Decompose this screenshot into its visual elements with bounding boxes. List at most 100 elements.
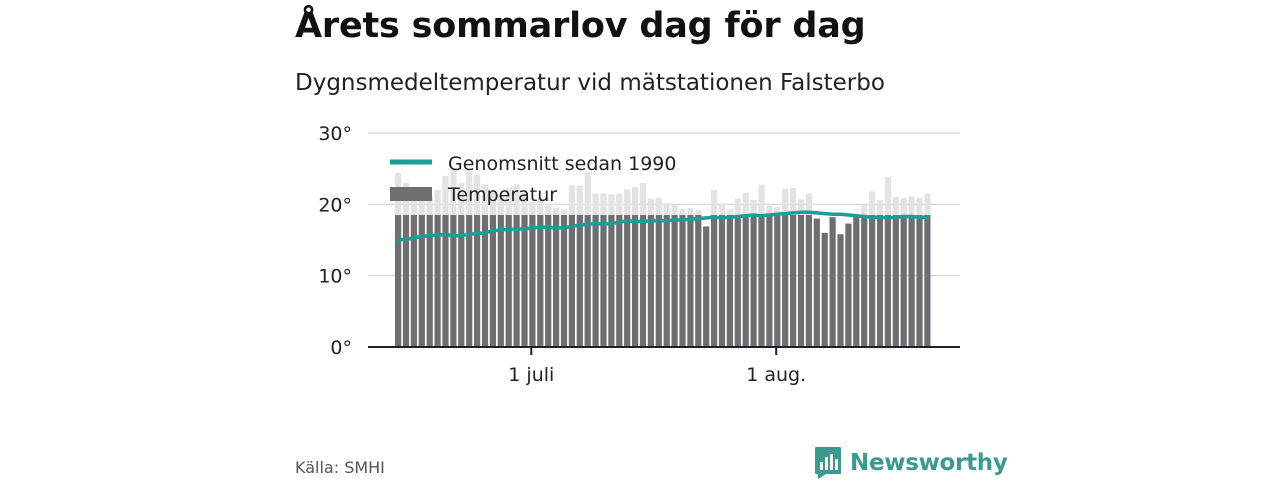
legend-bar-swatch [390, 187, 432, 201]
temperature-bar [553, 215, 560, 347]
temperature-bar-top [774, 207, 781, 216]
temperature-bar-top [521, 192, 528, 216]
temperature-bar-top [782, 188, 789, 216]
temperature-bar [845, 223, 852, 347]
temperature-bar-top [726, 209, 733, 216]
brand-logo[interactable]: Newsworthy [814, 446, 1008, 480]
chart-subtitle: Dygnsmedeltemperatur vid mätstationen Fa… [295, 70, 885, 96]
y-tick-label: 20° [318, 194, 352, 216]
temperature-bar [529, 215, 536, 347]
temperature-bar [450, 215, 457, 347]
temperature-bar [908, 215, 915, 347]
temperature-bar-top [442, 175, 449, 216]
temperature-bar [892, 215, 899, 347]
temperature-bar [418, 215, 425, 347]
temperature-bar [837, 234, 844, 347]
temperature-bar [576, 215, 583, 347]
y-tick-label: 10° [318, 266, 352, 288]
temperature-bar [861, 215, 868, 347]
temperature-bar [474, 215, 481, 347]
temperature-bar [537, 215, 544, 347]
temperature-bar-top [426, 197, 433, 216]
newsworthy-icon [815, 447, 841, 479]
temperature-bar-top [505, 187, 512, 216]
y-tick-label: 30° [318, 123, 352, 145]
temperature-bar-top [553, 207, 560, 216]
temperature-bar [750, 215, 757, 347]
temperature-bar-top [805, 193, 812, 216]
temperature-bar-top [742, 192, 749, 216]
temperature-bar-top [916, 197, 923, 216]
temperature-bar-top [608, 194, 615, 216]
temperature-bar [726, 215, 733, 347]
temperature-bar-top [513, 184, 520, 216]
temperature-bar-top [592, 193, 599, 216]
temperature-bar-top [655, 197, 662, 216]
temperature-bar [853, 216, 860, 347]
temperature-bar [797, 215, 805, 347]
temperature-bar [466, 215, 473, 347]
temperature-bar-top [671, 205, 678, 216]
temperature-bar [758, 215, 765, 347]
temperature-bar-top [474, 174, 481, 216]
temperature-bar [774, 215, 781, 347]
temperature-bar-top [695, 210, 702, 216]
temperature-bar [481, 215, 489, 347]
temperature-bar [703, 226, 710, 347]
temperature-bar-top [892, 197, 899, 216]
temperature-bar [655, 215, 662, 347]
temperature-bar [805, 215, 812, 347]
legend: Genomsnitt sedan 1990 Temperatur [390, 153, 676, 206]
temperature-bar [742, 215, 749, 347]
temperature-bar [458, 215, 465, 347]
temperature-bar-top [734, 198, 741, 216]
temperature-bar [790, 215, 797, 347]
temperature-bar-top [410, 190, 417, 216]
temperature-bar-top [718, 204, 726, 216]
temperature-bar [584, 215, 591, 347]
temperature-bar [639, 215, 647, 347]
temperature-bar [521, 215, 528, 347]
temperature-bar [402, 215, 410, 347]
temperature-bar [513, 215, 520, 347]
temperature-bar-top [418, 193, 425, 216]
average-line [396, 210, 930, 242]
temperature-bar-top [758, 184, 765, 216]
temperature-bar [695, 215, 702, 347]
y-tick-label: 0° [330, 337, 352, 359]
temperature-bar-top [876, 200, 884, 216]
temperature-bar [624, 215, 631, 347]
temperature-chart: 0° 10° 20° 30° 1 juli 1 aug. Genomsnitt seda… [318, 123, 960, 386]
temperature-bar [410, 215, 417, 347]
temperature-bar [884, 215, 891, 347]
temperature-bar [813, 218, 820, 347]
temperature-bar-top [861, 205, 868, 216]
temperature-bar [560, 215, 568, 347]
brand-name: Newsworthy [850, 450, 1008, 476]
temperature-bar [900, 215, 907, 347]
temperature-bar-top [450, 169, 457, 216]
temperature-bar-top [908, 196, 915, 216]
temperature-bar [766, 215, 773, 347]
temperature-bar [663, 215, 670, 347]
temperature-bar [592, 215, 599, 347]
x-tick-label: 1 aug. [746, 364, 806, 386]
temperature-bar-top [576, 185, 583, 216]
temperature-bar [600, 215, 607, 347]
temperature-bar [869, 215, 876, 347]
temperature-bar-top [869, 191, 876, 216]
temperature-bar-top [616, 193, 623, 216]
temperature-bar [916, 215, 923, 347]
temperature-bar [497, 215, 504, 347]
temperature-bar [568, 215, 575, 347]
temperature-bar [505, 215, 512, 347]
temperature-bar [924, 215, 931, 347]
temperature-bar [616, 215, 623, 347]
temperature-bar-top [632, 187, 639, 216]
temperature-bar-top [797, 199, 805, 216]
axis-layer: 1 juli 1 aug. [368, 346, 960, 386]
line-layer [396, 210, 930, 242]
temperature-bar [829, 217, 836, 347]
temperature-bar [718, 215, 726, 347]
temperature-bar-top [711, 190, 718, 216]
